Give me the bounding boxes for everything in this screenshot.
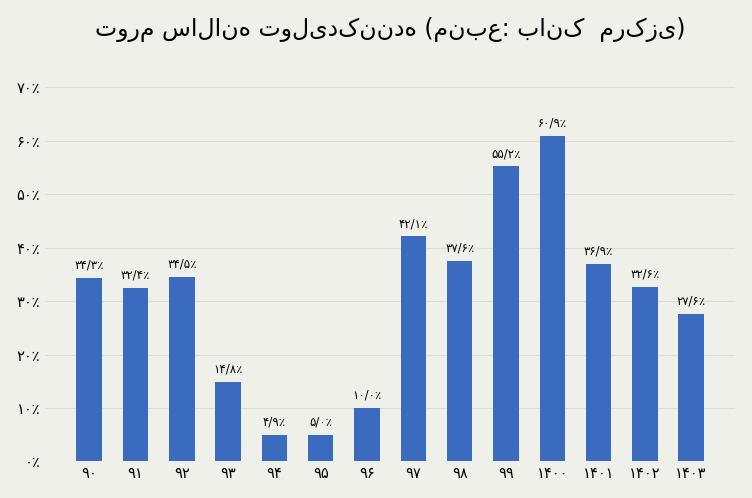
Bar xyxy=(354,408,380,462)
Bar xyxy=(308,435,333,462)
Text: ۳۷/۶٪: ۳۷/۶٪ xyxy=(445,241,475,254)
Bar xyxy=(493,166,519,462)
Text: ۳۴/۵٪: ۳۴/۵٪ xyxy=(167,257,196,271)
Text: ۱۰/۰٪: ۱۰/۰٪ xyxy=(353,388,382,401)
Bar xyxy=(215,382,241,462)
Bar xyxy=(123,288,148,462)
Text: ۳۴/۳٪: ۳۴/۳٪ xyxy=(74,259,104,272)
Bar xyxy=(632,287,658,462)
Text: ۴/۹٪: ۴/۹٪ xyxy=(263,416,286,429)
Bar xyxy=(169,277,195,462)
Title: تورم سالانه تولیدکننده (منبع: بانک  مرکزی): تورم سالانه تولیدکننده (منبع: بانک مرکزی… xyxy=(95,16,685,42)
Bar xyxy=(447,260,472,462)
Bar xyxy=(678,314,704,462)
Bar xyxy=(586,264,611,462)
Text: ۳۶/۹٪: ۳۶/۹٪ xyxy=(584,245,614,258)
Text: ۲۷/۶٪: ۲۷/۶٪ xyxy=(677,294,706,308)
Bar xyxy=(539,136,565,462)
Bar xyxy=(77,278,102,462)
Text: ۱۴/۸٪: ۱۴/۸٪ xyxy=(214,363,243,376)
Text: ۳۲/۴٪: ۳۲/۴٪ xyxy=(121,269,150,282)
Bar xyxy=(401,237,426,462)
Text: ۵/۰٪: ۵/۰٪ xyxy=(309,415,332,428)
Bar xyxy=(262,435,287,462)
Text: ۳۲/۶٪: ۳۲/۶٪ xyxy=(630,268,660,281)
Text: ۴۲/۱٪: ۴۲/۱٪ xyxy=(399,217,428,230)
Text: ۶۰/۹٪: ۶۰/۹٪ xyxy=(538,117,567,129)
Text: ۵۵/۲٪: ۵۵/۲٪ xyxy=(491,147,520,160)
